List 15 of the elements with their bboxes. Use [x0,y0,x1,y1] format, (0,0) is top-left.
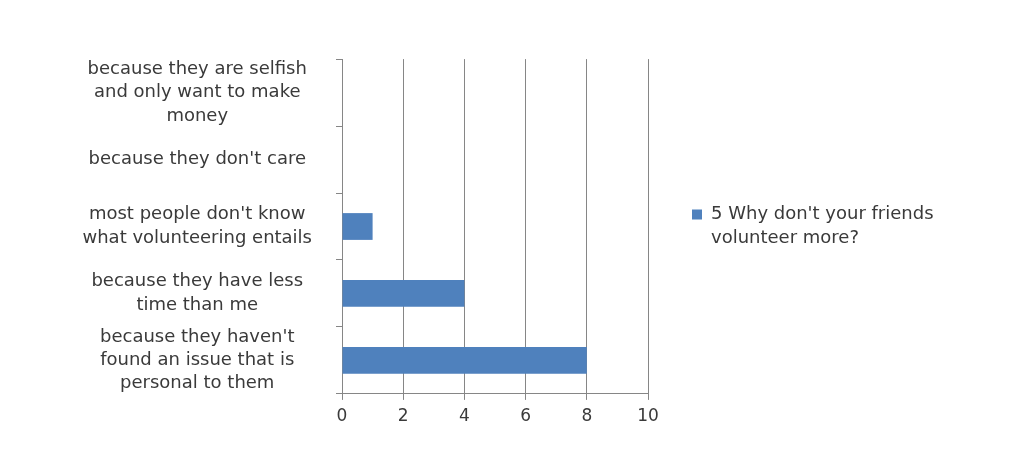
x-tick-label: 10 [637,404,659,425]
x-tick-label: 4 [458,404,470,425]
bar [342,213,373,240]
y-tick-label: most people don't know what volunteering entails [82,202,313,247]
x-tick-label: 2 [397,404,409,425]
y-tick-label: because they haven't found an issue that is personal to them [99,324,295,393]
legend-label: 5 Why don't your friends volunteer more? [711,202,934,247]
x-tick-label: 0 [336,404,348,425]
x-tick-label: 8 [581,404,593,425]
y-tick-label: because they are selfish and only want to make money [87,56,307,125]
bar [342,347,587,374]
bar [342,280,465,307]
x-tick-label: 6 [520,404,532,425]
y-tick-label: because they don't care [88,147,306,169]
y-tick-label: because they have less time than me [91,269,304,314]
